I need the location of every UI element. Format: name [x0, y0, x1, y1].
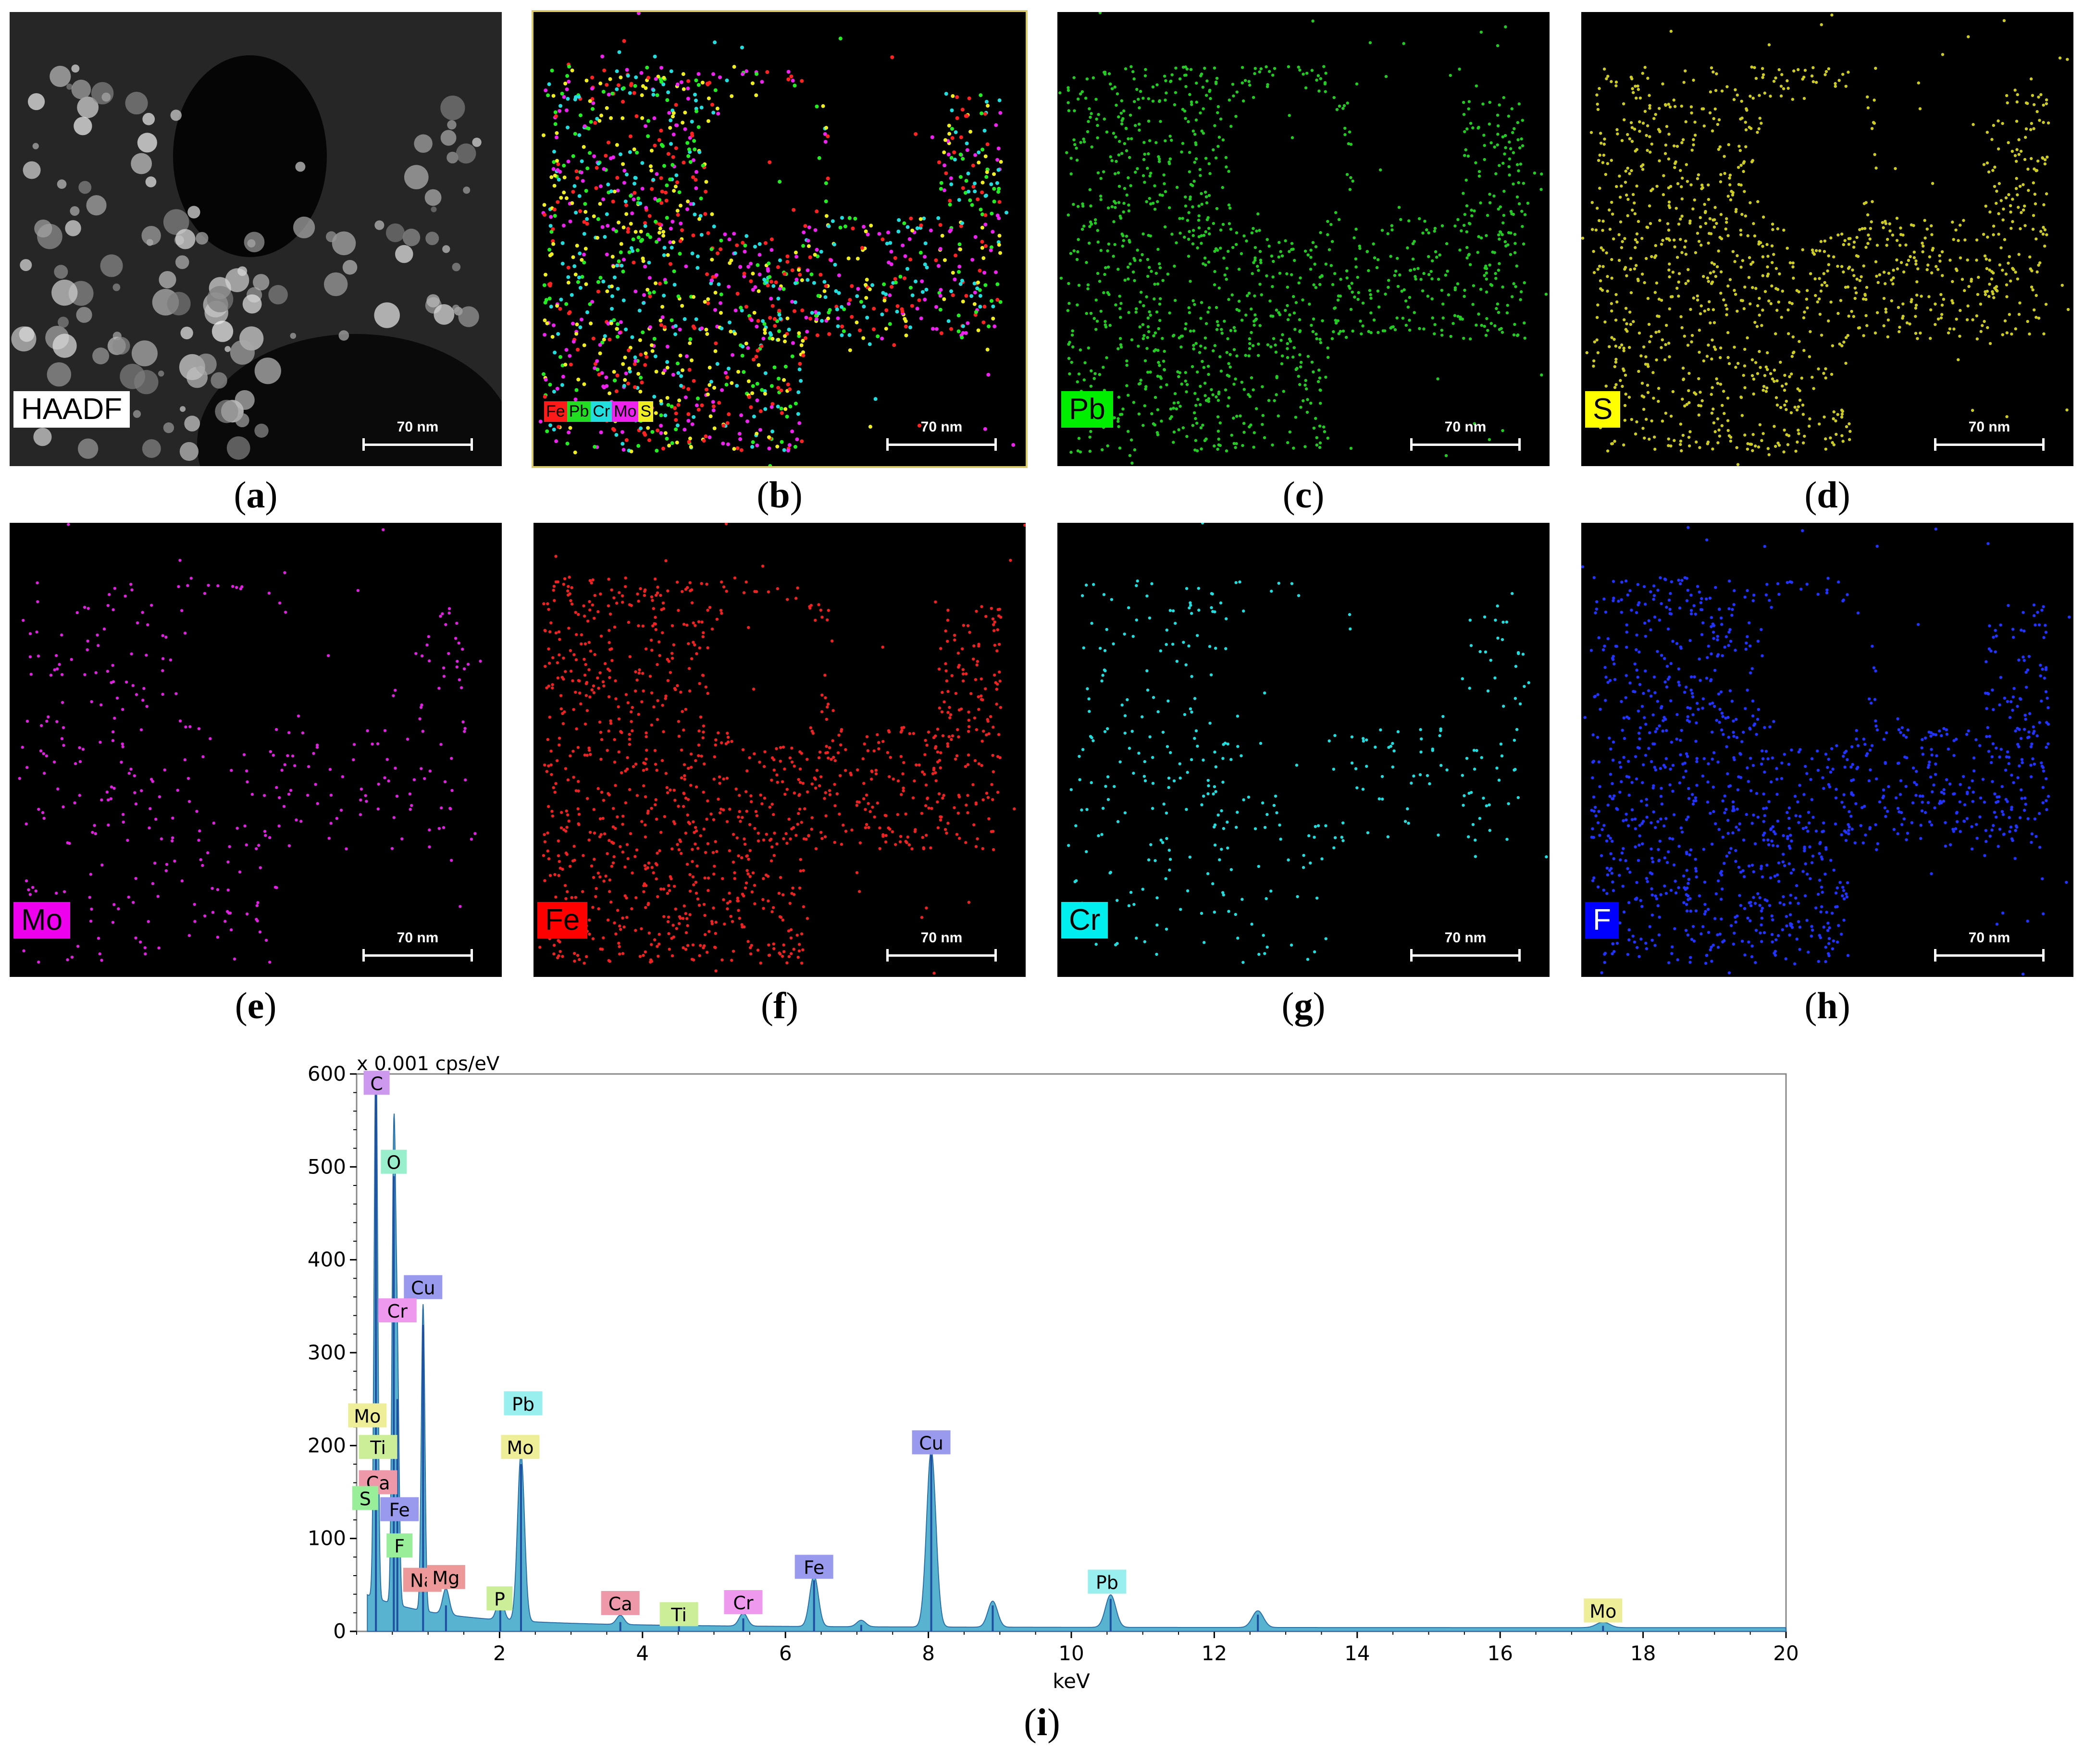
- panel-g: Cr 70 nm: [1057, 523, 1550, 977]
- legend-item: Cr: [591, 401, 612, 422]
- legend-item: Fe: [544, 401, 567, 422]
- y-tick-label: 100: [308, 1527, 346, 1550]
- peak-label-box: [501, 1435, 540, 1459]
- peak-label: Mg: [432, 1567, 459, 1589]
- peak-label-box: [404, 1275, 443, 1299]
- element-label: Cr: [1061, 902, 1108, 938]
- peak-label: Cr: [387, 1301, 408, 1322]
- element-label: S: [1585, 391, 1621, 428]
- peak-label-box: [504, 1391, 543, 1416]
- peak-label-box: [912, 1430, 951, 1455]
- scale-bar: 70 nm: [1934, 419, 2045, 453]
- peak-label: C: [370, 1073, 383, 1094]
- scale-bar: 70 nm: [886, 930, 997, 963]
- element-label: F: [1585, 902, 1619, 938]
- peak-label: Ca: [608, 1593, 633, 1615]
- peak-label-box: [381, 1149, 407, 1174]
- peak-label-box: [1088, 1569, 1127, 1594]
- panel-caption: (d): [1804, 474, 1850, 516]
- peak-label-box: [794, 1554, 833, 1579]
- legend-item: Pb: [567, 401, 591, 422]
- peak-label-box: [386, 1533, 413, 1558]
- x-axis-label: keV: [1053, 1669, 1090, 1693]
- panel-b: Fe Pb Cr Mo S 70 nm: [532, 10, 1028, 468]
- peak-label-box: [359, 1435, 397, 1459]
- y-tick-label: 0: [333, 1619, 346, 1643]
- scale-bar: 70 nm: [1934, 930, 2045, 963]
- scale-bar: 70 nm: [362, 419, 473, 453]
- peak-label: Ti: [370, 1437, 386, 1458]
- peak-label-box: [1584, 1598, 1623, 1623]
- x-tick-label: 18: [1630, 1641, 1656, 1665]
- x-tick-label: 4: [636, 1641, 649, 1665]
- panel-h: F 70 nm: [1581, 523, 2073, 977]
- peak-label: F: [394, 1536, 405, 1557]
- y-tick-label: 600: [308, 1062, 346, 1086]
- peak-label-box: [352, 1486, 378, 1510]
- x-tick-label: 16: [1487, 1641, 1513, 1665]
- peak-label-box: [363, 1071, 390, 1095]
- panel-f: Fe 70 nm: [533, 523, 1026, 977]
- panel-caption: (c): [1282, 474, 1325, 516]
- panel-caption: (b): [757, 474, 803, 516]
- peak-label-box: [601, 1591, 640, 1615]
- overlay-legend: Fe Pb Cr Mo S: [544, 401, 654, 422]
- panel-e: Mo 70 nm: [10, 523, 502, 977]
- legend-item: Mo: [612, 401, 639, 422]
- chart-caption: (i): [1024, 1702, 1060, 1744]
- panel-caption: (e): [235, 985, 277, 1026]
- peak-label-box: [659, 1602, 698, 1627]
- element-label: HAADF: [13, 391, 130, 428]
- x-tick-label: 12: [1202, 1641, 1227, 1665]
- peak-label: Mo: [1589, 1601, 1616, 1622]
- peak-label: P: [494, 1589, 505, 1610]
- peak-label: O: [386, 1152, 401, 1173]
- y-tick-label: 400: [308, 1248, 346, 1271]
- legend-item: S: [638, 401, 654, 422]
- scale-bar: 70 nm: [1410, 419, 1521, 453]
- element-label: Mo: [13, 902, 71, 938]
- spectrum-series: [367, 1073, 1787, 1632]
- element-label: Fe: [537, 902, 588, 938]
- peak-label-box: [380, 1497, 419, 1521]
- panel-caption: (f): [761, 985, 798, 1026]
- peak-label: S: [360, 1489, 371, 1510]
- panel-a: HAADF 70 nm: [10, 12, 502, 466]
- peak-label-box: [426, 1565, 465, 1589]
- peak-label-box: [348, 1403, 387, 1428]
- panel-d: S 70 nm: [1581, 12, 2073, 466]
- panel-caption: (g): [1281, 985, 1326, 1026]
- peak-label: Fe: [804, 1557, 824, 1579]
- peak-label-box: [724, 1590, 763, 1615]
- y-tick-label: 200: [308, 1433, 346, 1457]
- peak-label-box: [378, 1298, 417, 1322]
- peak-label: Mo: [354, 1406, 381, 1427]
- x-tick-label: 10: [1058, 1641, 1084, 1665]
- x-tick-label: 20: [1773, 1641, 1799, 1665]
- peak-label: Cr: [733, 1592, 754, 1614]
- y-tick-label: 500: [308, 1155, 346, 1178]
- scale-bar: 70 nm: [886, 419, 997, 453]
- panel-c: Pb 70 nm: [1057, 12, 1550, 466]
- peak-label: Ti: [670, 1604, 687, 1626]
- peak-label-box: [486, 1586, 513, 1611]
- x-tick-label: 2: [493, 1641, 506, 1665]
- x-tick-label: 8: [922, 1641, 935, 1665]
- peak-label: Mo: [507, 1437, 533, 1458]
- peak-label: Cu: [411, 1278, 435, 1299]
- panel-caption: (a): [234, 474, 278, 516]
- y-tick-label: 300: [308, 1341, 346, 1364]
- peak-label: Pb: [1096, 1572, 1118, 1593]
- plot-frame: [356, 1073, 1787, 1632]
- peak-label: Cu: [919, 1433, 943, 1454]
- element-label: Pb: [1061, 391, 1113, 428]
- x-tick-label: 6: [779, 1641, 792, 1665]
- scale-bar: 70 nm: [362, 930, 473, 963]
- scale-bar: 70 nm: [1410, 930, 1521, 963]
- x-tick-label: 14: [1344, 1641, 1370, 1665]
- peak-label: Fe: [389, 1500, 410, 1521]
- peak-label: Pb: [512, 1394, 534, 1415]
- panel-caption: (h): [1804, 985, 1850, 1026]
